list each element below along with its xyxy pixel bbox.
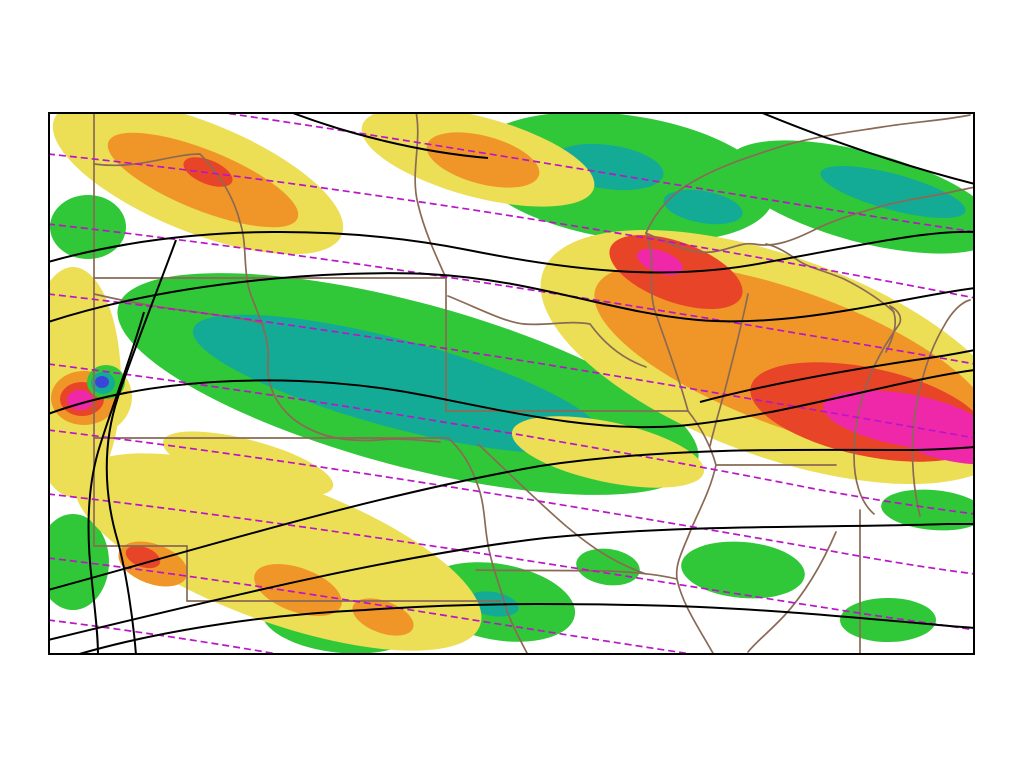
colorbar-svg xyxy=(172,726,792,764)
lat-axis xyxy=(0,112,44,655)
mslp-contours xyxy=(48,112,975,655)
map-svg xyxy=(48,112,975,655)
lon-axis xyxy=(48,659,975,679)
height-contours xyxy=(48,112,975,655)
map xyxy=(48,112,975,655)
map-frame xyxy=(48,112,975,655)
